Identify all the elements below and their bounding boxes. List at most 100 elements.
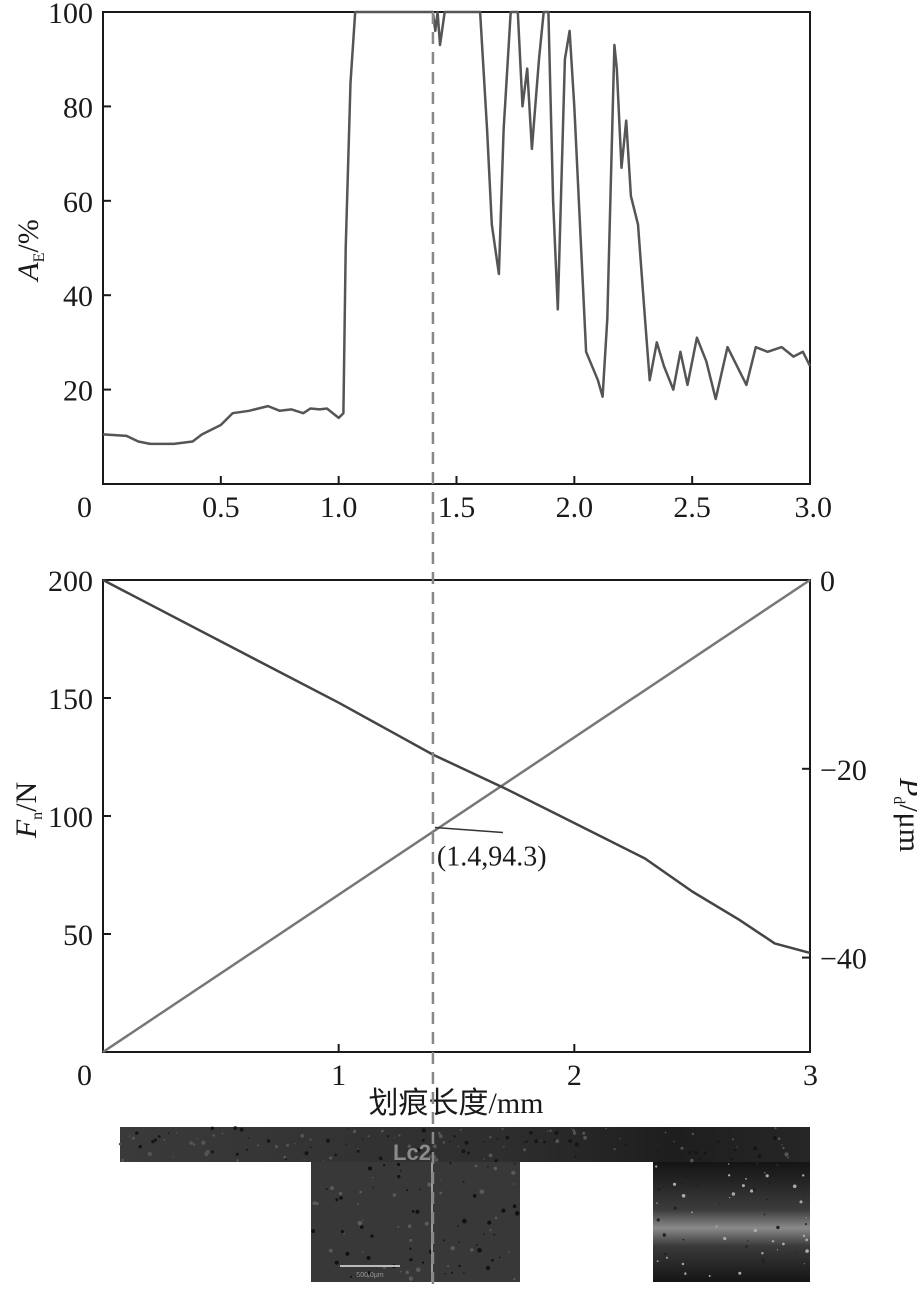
texture-speck <box>424 1221 429 1226</box>
texture-speck <box>372 1186 374 1188</box>
texture-speck <box>439 1179 441 1181</box>
texture-speck <box>300 1134 305 1138</box>
texture-speck <box>605 1127 607 1130</box>
texture-speck <box>405 1270 410 1275</box>
texture-speck <box>731 1192 736 1196</box>
texture-speck <box>691 1211 693 1214</box>
texture-speck <box>362 1138 364 1141</box>
texture-speck <box>619 1138 621 1140</box>
texture-speck <box>294 1142 296 1145</box>
texture-speck <box>802 1174 805 1177</box>
texture-speck <box>736 1146 738 1148</box>
texture-speck <box>400 1270 402 1273</box>
texture-speck <box>723 1236 727 1241</box>
texture-speck <box>766 1198 768 1201</box>
texture-speck <box>718 1203 721 1205</box>
top-y-tick-label: 60 <box>63 186 93 219</box>
bottom-x-axis-label: 划痕长度/mm <box>368 1087 543 1120</box>
texture-speck <box>458 1264 461 1268</box>
texture-speck <box>750 1189 754 1193</box>
texture-speck <box>138 1144 142 1149</box>
texture-speck <box>583 1135 587 1140</box>
texture-speck <box>135 1131 139 1135</box>
top-x-ticks: 0 0.5 1.0 1.5 2.0 2.5 3.0 <box>77 476 832 524</box>
acoustic-emission-chart: 0 0.5 1.0 1.5 2.0 2.5 3.0 20 40 60 80 100 AE/% <box>12 0 832 524</box>
texture-speck <box>439 1191 443 1195</box>
texture-speck <box>335 1198 339 1202</box>
texture-speck <box>334 1153 337 1157</box>
texture-speck <box>671 1188 673 1190</box>
texture-speck <box>459 1128 462 1131</box>
texture-speck <box>657 1150 660 1152</box>
bottom-series <box>102 578 811 1054</box>
texture-speck <box>680 1181 684 1185</box>
texture-speck <box>419 1188 421 1191</box>
texture-speck <box>128 1135 131 1137</box>
bottom-y-tick-label: 50 <box>63 919 93 952</box>
texture-speck <box>738 1271 742 1275</box>
texture-speck <box>534 1139 538 1144</box>
texture-speck <box>212 1134 216 1137</box>
texture-speck <box>549 1129 552 1133</box>
texture-speck <box>325 1188 328 1191</box>
texture-speck <box>311 1229 316 1234</box>
texture-speck <box>154 1138 157 1141</box>
texture-speck <box>367 1166 372 1171</box>
texture-speck <box>483 1233 485 1235</box>
texture-speck <box>347 1128 349 1130</box>
texture-speck <box>414 1149 418 1153</box>
texture-speck <box>175 1131 178 1134</box>
texture-speck <box>429 1155 432 1158</box>
texture-speck <box>118 1142 122 1146</box>
texture-speck <box>350 1275 352 1278</box>
texture-speck <box>789 1177 792 1179</box>
top-x-tick-label: 3.0 <box>795 491 833 524</box>
micrograph: Lc2 500.0μm <box>118 1126 810 1282</box>
texture-speck <box>691 1132 695 1136</box>
texture-speck <box>458 1241 460 1244</box>
texture-speck <box>511 1170 516 1175</box>
texture-speck <box>197 1138 199 1140</box>
texture-speck <box>343 1232 346 1235</box>
texture-speck <box>406 1189 408 1192</box>
texture-speck <box>745 1178 747 1180</box>
texture-speck <box>393 1136 395 1138</box>
texture-speck <box>776 1249 779 1251</box>
texture-speck <box>205 1150 210 1154</box>
texture-speck <box>624 1143 627 1146</box>
texture-speck <box>328 1248 333 1253</box>
texture-speck <box>457 1225 459 1228</box>
top-x-tick-label: 2.0 <box>556 491 594 524</box>
texture-speck <box>554 1130 559 1135</box>
bottom-y-tick-label: 100 <box>48 801 93 834</box>
texture-speck <box>680 1146 684 1150</box>
texture-speck <box>274 1145 278 1149</box>
texture-speck <box>309 1146 312 1149</box>
texture-speck <box>338 1191 343 1196</box>
texture-speck <box>755 1162 759 1165</box>
texture-speck <box>360 1225 364 1229</box>
texture-speck <box>131 1136 135 1140</box>
texture-speck <box>427 1182 432 1187</box>
texture-speck <box>416 1267 421 1273</box>
texture-speck <box>483 1158 486 1160</box>
texture-speck <box>210 1126 215 1131</box>
texture-speck <box>501 1127 504 1130</box>
texture-speck <box>741 1184 745 1188</box>
texture-speck <box>432 1144 437 1149</box>
texture-speck <box>352 1129 357 1134</box>
bottom-x-tick-label: 0 <box>77 1059 92 1092</box>
texture-speck <box>421 1154 425 1157</box>
texture-speck <box>488 1153 493 1158</box>
texture-speck <box>233 1126 238 1130</box>
texture-speck <box>380 1129 384 1133</box>
texture-speck <box>470 1248 474 1252</box>
scratch-track-strip <box>120 1127 810 1162</box>
texture-speck <box>747 1240 749 1242</box>
texture-speck <box>479 1189 485 1194</box>
texture-speck <box>761 1258 763 1261</box>
texture-speck <box>802 1234 806 1238</box>
texture-speck <box>457 1145 460 1148</box>
texture-speck <box>805 1238 809 1242</box>
texture-speck <box>717 1140 720 1143</box>
